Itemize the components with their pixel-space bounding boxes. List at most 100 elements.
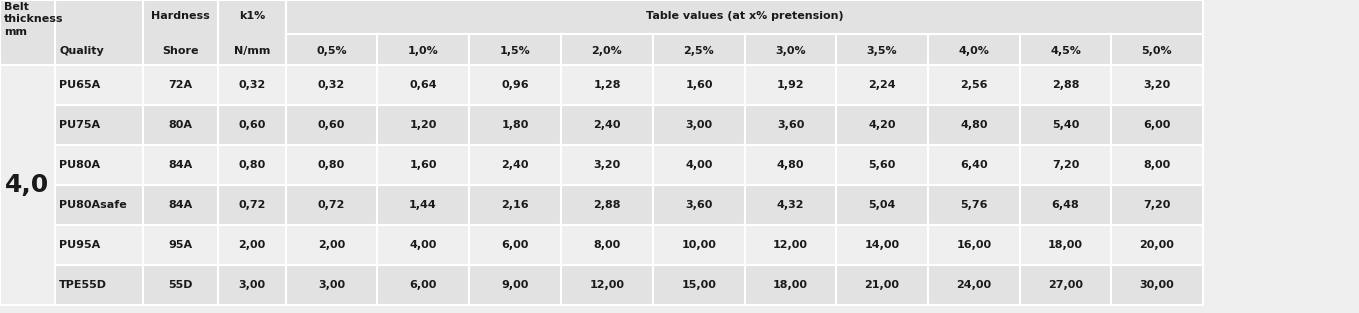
Bar [745, 265, 836, 305]
Text: 4,0%: 4,0% [958, 46, 989, 56]
Text: 2,88: 2,88 [1052, 80, 1079, 90]
Text: 6,48: 6,48 [1052, 200, 1079, 210]
Bar [561, 145, 654, 185]
Bar [1021, 145, 1112, 185]
Text: 5,76: 5,76 [961, 200, 988, 210]
Text: 0,32: 0,32 [238, 80, 265, 90]
Bar [1112, 145, 1203, 185]
Text: TPE55D: TPE55D [58, 280, 107, 290]
Bar [54, 145, 143, 185]
Bar [928, 105, 1021, 145]
Bar [143, 65, 217, 105]
Bar [561, 265, 654, 305]
Bar [143, 185, 217, 225]
Bar [928, 65, 1021, 105]
Text: 3,5%: 3,5% [867, 46, 897, 56]
Text: PU80A: PU80A [58, 160, 101, 170]
Bar [836, 225, 928, 265]
Bar [654, 265, 745, 305]
Bar [143, 145, 217, 185]
Bar [376, 265, 469, 305]
Bar [654, 185, 745, 225]
Text: 0,60: 0,60 [318, 120, 345, 130]
Text: 84A: 84A [169, 200, 193, 210]
Bar [1112, 185, 1203, 225]
Bar [217, 185, 285, 225]
Bar [745, 105, 836, 145]
Bar [143, 0, 217, 65]
Text: 4,80: 4,80 [961, 120, 988, 130]
Text: Belt
thickness
mm: Belt thickness mm [4, 2, 64, 37]
Text: 6,00: 6,00 [501, 240, 529, 250]
Bar [836, 65, 928, 105]
Bar [928, 265, 1021, 305]
Bar [1112, 225, 1203, 265]
Text: 2,24: 2,24 [868, 80, 896, 90]
Text: 0,5%: 0,5% [317, 46, 347, 56]
Bar [0, 0, 1203, 65]
Bar [836, 105, 928, 145]
Bar [561, 225, 654, 265]
Text: 20,00: 20,00 [1140, 240, 1174, 250]
Bar [745, 145, 836, 185]
Text: PU75A: PU75A [58, 120, 101, 130]
Bar [1021, 65, 1112, 105]
Text: 3,00: 3,00 [238, 280, 265, 290]
Bar [928, 185, 1021, 225]
Text: 2,40: 2,40 [594, 120, 621, 130]
Text: 2,00: 2,00 [238, 240, 265, 250]
Text: 4,0: 4,0 [5, 173, 50, 197]
Text: 2,0%: 2,0% [591, 46, 622, 56]
Bar [376, 225, 469, 265]
Text: 4,5%: 4,5% [1051, 46, 1080, 56]
Text: 5,60: 5,60 [868, 160, 896, 170]
Text: 4,32: 4,32 [777, 200, 805, 210]
Text: 2,88: 2,88 [594, 200, 621, 210]
Text: 9,00: 9,00 [501, 280, 529, 290]
Bar [654, 65, 745, 105]
Text: 14,00: 14,00 [864, 240, 900, 250]
Text: 3,60: 3,60 [777, 120, 805, 130]
Text: 80A: 80A [169, 120, 193, 130]
Text: 21,00: 21,00 [864, 280, 900, 290]
Text: 7,20: 7,20 [1143, 200, 1170, 210]
Text: 24,00: 24,00 [957, 280, 992, 290]
Bar [285, 65, 376, 105]
Bar [143, 265, 217, 305]
Bar [217, 65, 285, 105]
Text: 8,00: 8,00 [594, 240, 621, 250]
Text: 1,92: 1,92 [777, 80, 805, 90]
Text: 3,0%: 3,0% [775, 46, 806, 56]
Bar [0, 65, 54, 305]
Text: 0,80: 0,80 [318, 160, 345, 170]
Bar [1021, 265, 1112, 305]
Text: 2,5%: 2,5% [684, 46, 715, 56]
Text: 4,80: 4,80 [777, 160, 805, 170]
Bar [285, 145, 376, 185]
Bar [745, 225, 836, 265]
Bar [376, 145, 469, 185]
Bar [745, 185, 836, 225]
Bar [1021, 225, 1112, 265]
Bar [469, 145, 561, 185]
Text: 3,20: 3,20 [594, 160, 621, 170]
Text: 0,72: 0,72 [238, 200, 266, 210]
Text: 30,00: 30,00 [1140, 280, 1174, 290]
Bar [745, 65, 836, 105]
Bar [836, 185, 928, 225]
Text: 8,00: 8,00 [1143, 160, 1170, 170]
Bar [1112, 265, 1203, 305]
Text: 0,32: 0,32 [318, 80, 345, 90]
Bar [469, 105, 561, 145]
Text: Quality: Quality [58, 46, 103, 56]
Bar [285, 185, 376, 225]
Bar [285, 265, 376, 305]
Text: 5,04: 5,04 [868, 200, 896, 210]
Text: 6,00: 6,00 [409, 280, 436, 290]
Bar [1021, 185, 1112, 225]
Text: Shore: Shore [162, 46, 198, 56]
Text: 3,60: 3,60 [685, 200, 712, 210]
Text: 95A: 95A [169, 240, 193, 250]
Text: 0,60: 0,60 [238, 120, 266, 130]
Bar [1112, 105, 1203, 145]
